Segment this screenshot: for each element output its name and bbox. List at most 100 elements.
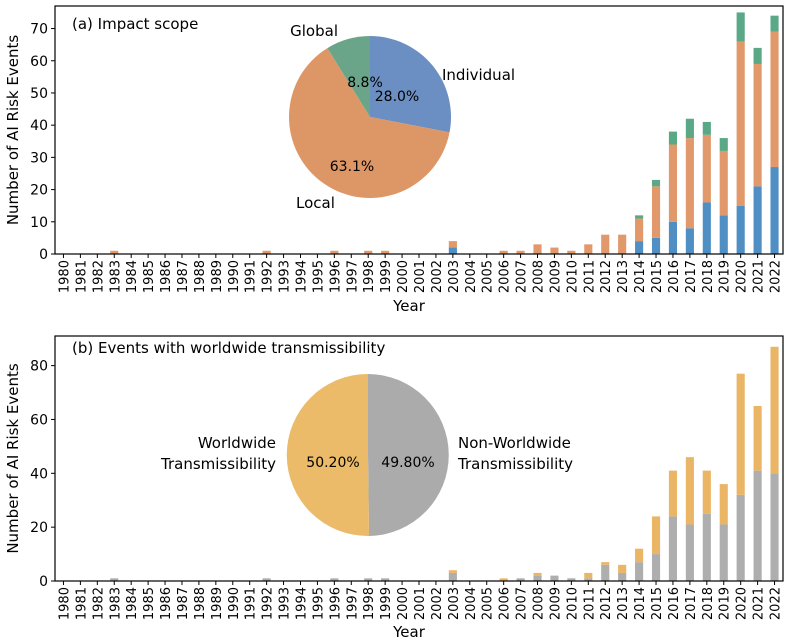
y-tick-label: 50 [30, 86, 48, 102]
x-tick-label: 1989 [210, 587, 225, 620]
pie-percent-label: 50.20% [306, 455, 359, 471]
bar-segment [448, 570, 457, 573]
y-tick-label: 30 [30, 150, 48, 166]
pie-chart: 49.80% Non-Worldwide Transmissibility 50.20… [160, 373, 573, 536]
bar-segment [635, 241, 644, 254]
x-tick-label: 1992 [261, 260, 276, 293]
bar-segment [702, 470, 711, 514]
bar-segment [736, 41, 745, 206]
x-tick-label: 2012 [599, 260, 614, 293]
x-tick-label: 1985 [142, 587, 157, 620]
x-tick-label: 1993 [278, 260, 293, 293]
x-tick-label: 2008 [532, 260, 547, 293]
bar-segment [685, 457, 694, 525]
x-tick-label: 2006 [498, 587, 513, 620]
x-tick-label: 1987 [176, 260, 191, 293]
bar-segment [736, 12, 745, 42]
y-tick-label: 20 [30, 520, 48, 536]
y-tick-label: 0 [39, 574, 48, 590]
x-tick-label: 2019 [718, 587, 733, 620]
pie-category-label-line: Local [296, 194, 335, 212]
bar-segment [753, 47, 762, 64]
x-tick-label: 2013 [616, 260, 631, 293]
bar-segment [702, 134, 711, 203]
x-tick-label: 2001 [413, 587, 428, 620]
x-tick-label: 1981 [74, 260, 89, 293]
bar-segment [533, 572, 542, 576]
x-tick-label: 2016 [667, 260, 682, 293]
x-tick-label: 1996 [328, 260, 343, 293]
x-axis-label: Year [392, 623, 426, 641]
bar-segment [685, 524, 694, 581]
bar-segment [364, 250, 373, 254]
bar-segment [753, 470, 762, 581]
x-tick-label: 2010 [565, 587, 580, 620]
x-tick-label: 2001 [413, 260, 428, 293]
x-tick-label: 1991 [244, 587, 259, 620]
bar-segment [601, 562, 610, 565]
x-tick-label: 2013 [616, 587, 631, 620]
x-tick-label: 1991 [244, 260, 259, 293]
pie-category-label: Worldwide Transmissibility [160, 434, 276, 473]
x-tick-label: 1984 [125, 260, 140, 293]
x-tick-label: 2017 [684, 260, 699, 293]
bar-segment [736, 205, 745, 254]
bar-segment [668, 131, 678, 145]
x-tick-label: 2018 [701, 587, 716, 620]
x-tick-label: 1995 [311, 260, 326, 293]
bar-segment [753, 186, 762, 254]
pie-category-label: Local [296, 194, 335, 212]
pie-category-label-line: Non-Worldwide [458, 434, 571, 452]
bar-segment [668, 470, 678, 517]
x-tick-label: 1999 [379, 587, 394, 620]
pie-percent-label: 49.80% [381, 455, 434, 471]
x-tick-label: 1980 [57, 260, 72, 293]
pie-category-label-line: Global [290, 22, 338, 40]
bar-segment [736, 494, 745, 581]
bar-segment [651, 237, 661, 254]
bar-segment [719, 150, 728, 216]
x-tick-label: 1993 [278, 587, 293, 620]
pie-percent-label: 8.8% [347, 75, 383, 91]
y-tick-label: 60 [30, 412, 48, 428]
x-tick-label: 1988 [193, 260, 208, 293]
x-tick-label: 2010 [565, 260, 580, 293]
bar-segment [702, 121, 711, 135]
bar-segment [702, 513, 711, 581]
x-tick-label: 1987 [176, 587, 191, 620]
bar-segment [584, 572, 593, 579]
bar-segment [635, 218, 644, 242]
x-tick-label: 1989 [210, 260, 225, 293]
bar-segment [668, 516, 678, 581]
x-tick-label: 1990 [227, 260, 242, 293]
bar-segment [381, 250, 390, 254]
bar-segment [601, 564, 610, 581]
pie-chart: 28.0% Individual 63.1% Local 8.8% Global [289, 22, 515, 212]
pie-category-label-line: Individual [442, 66, 515, 84]
x-tick-label: 2019 [718, 260, 733, 293]
bar-segment [618, 234, 627, 254]
bar-segment [651, 516, 661, 555]
x-tick-label: 2003 [447, 587, 462, 620]
x-tick-label: 2020 [735, 260, 750, 293]
pie-category-label: Non-Worldwide Transmissibility [457, 434, 573, 473]
x-tick-label: 1997 [345, 587, 360, 620]
y-tick-label: 70 [30, 22, 48, 38]
bar-segment [685, 138, 694, 229]
x-tick-label: 2018 [701, 260, 716, 293]
x-tick-label: 2014 [633, 260, 648, 293]
x-tick-label: 2000 [396, 260, 411, 293]
x-tick-label: 1982 [91, 587, 106, 620]
bar-segment [618, 572, 627, 581]
x-tick-label: 1980 [57, 587, 72, 620]
bar-segment [651, 179, 661, 187]
x-tick-label: 2014 [633, 587, 648, 620]
x-tick-label: 2015 [650, 260, 665, 293]
x-tick-label: 1983 [108, 587, 123, 620]
bar-segment [516, 250, 525, 254]
bar-segment [753, 63, 762, 187]
x-tick-label: 1994 [294, 260, 309, 293]
x-tick-label: 1994 [294, 587, 309, 620]
